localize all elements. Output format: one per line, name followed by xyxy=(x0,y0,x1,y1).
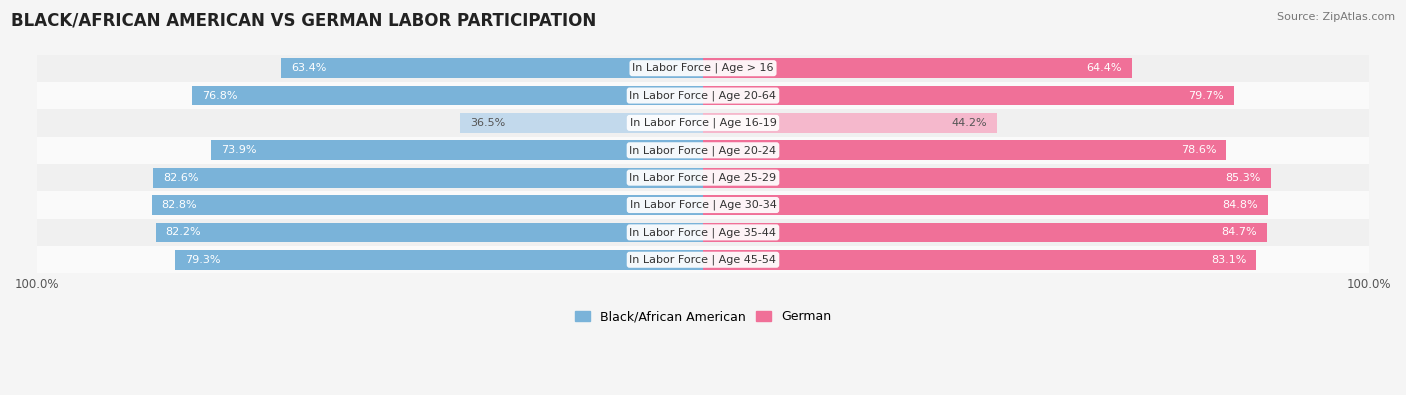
Text: 82.2%: 82.2% xyxy=(166,228,201,237)
Bar xyxy=(37,55,1369,82)
Text: 85.3%: 85.3% xyxy=(1226,173,1261,182)
Text: BLACK/AFRICAN AMERICAN VS GERMAN LABOR PARTICIPATION: BLACK/AFRICAN AMERICAN VS GERMAN LABOR P… xyxy=(11,12,596,30)
Text: 82.6%: 82.6% xyxy=(163,173,198,182)
Bar xyxy=(703,141,1226,160)
Text: 76.8%: 76.8% xyxy=(201,90,238,101)
Bar xyxy=(152,195,703,215)
Text: In Labor Force | Age 20-64: In Labor Force | Age 20-64 xyxy=(630,90,776,101)
Text: 82.8%: 82.8% xyxy=(162,200,197,210)
Bar xyxy=(156,222,703,242)
Legend: Black/African American, German: Black/African American, German xyxy=(569,305,837,329)
Text: In Labor Force | Age 30-34: In Labor Force | Age 30-34 xyxy=(630,200,776,210)
Bar xyxy=(460,113,703,133)
Bar xyxy=(176,250,703,270)
Bar xyxy=(703,250,1256,270)
Bar xyxy=(703,113,997,133)
Bar xyxy=(37,191,1369,219)
Bar xyxy=(211,141,703,160)
Bar xyxy=(281,58,703,78)
Text: In Labor Force | Age 25-29: In Labor Force | Age 25-29 xyxy=(630,172,776,183)
Text: 79.3%: 79.3% xyxy=(186,255,221,265)
Bar xyxy=(703,222,1267,242)
Text: 84.8%: 84.8% xyxy=(1222,200,1257,210)
Bar xyxy=(191,86,703,105)
Text: In Labor Force | Age 16-19: In Labor Force | Age 16-19 xyxy=(630,118,776,128)
Text: In Labor Force | Age 20-24: In Labor Force | Age 20-24 xyxy=(630,145,776,156)
Bar xyxy=(703,168,1271,188)
Bar xyxy=(703,58,1132,78)
Text: 84.7%: 84.7% xyxy=(1222,228,1257,237)
Bar xyxy=(37,109,1369,137)
Text: 79.7%: 79.7% xyxy=(1188,90,1223,101)
Text: 78.6%: 78.6% xyxy=(1181,145,1216,155)
Bar xyxy=(37,246,1369,273)
Bar xyxy=(37,219,1369,246)
Text: 73.9%: 73.9% xyxy=(221,145,256,155)
Text: In Labor Force | Age 45-54: In Labor Force | Age 45-54 xyxy=(630,254,776,265)
Text: 63.4%: 63.4% xyxy=(291,63,326,73)
Text: 36.5%: 36.5% xyxy=(470,118,505,128)
Bar xyxy=(37,82,1369,109)
Bar xyxy=(153,168,703,188)
Bar xyxy=(37,137,1369,164)
Text: 44.2%: 44.2% xyxy=(952,118,987,128)
Text: 83.1%: 83.1% xyxy=(1211,255,1246,265)
Bar xyxy=(37,164,1369,191)
Text: In Labor Force | Age > 16: In Labor Force | Age > 16 xyxy=(633,63,773,73)
Text: 64.4%: 64.4% xyxy=(1087,63,1122,73)
Bar xyxy=(703,195,1268,215)
Bar xyxy=(703,86,1233,105)
Text: In Labor Force | Age 35-44: In Labor Force | Age 35-44 xyxy=(630,227,776,238)
Text: Source: ZipAtlas.com: Source: ZipAtlas.com xyxy=(1277,12,1395,22)
